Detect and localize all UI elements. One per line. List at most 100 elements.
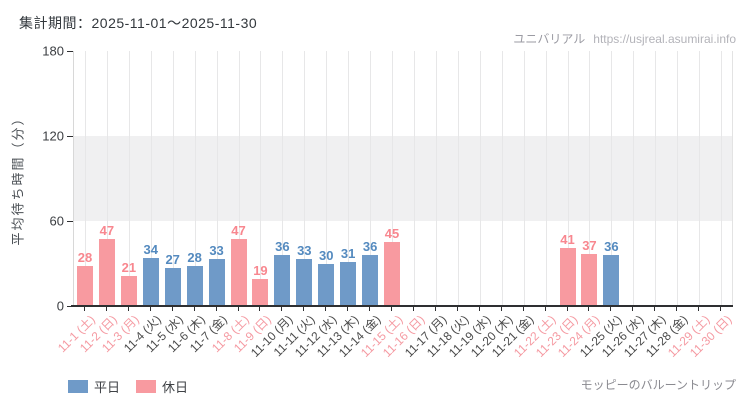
bar-value-label: 34: [143, 241, 158, 257]
gridline: [84, 51, 86, 306]
x-axis-line: [71, 305, 733, 307]
x-axis-tick: [632, 307, 634, 311]
x-axis-tick: [478, 307, 480, 311]
x-axis-tick: [566, 307, 568, 311]
y-axis-tick: [67, 221, 73, 222]
gridline: [545, 51, 547, 306]
gridline: [282, 51, 284, 306]
x-axis-tick: [412, 307, 414, 311]
bar-value-label: 45: [384, 226, 400, 242]
x-axis-tick: [456, 307, 458, 311]
bar-value-label: 30: [318, 247, 334, 263]
gridline: [655, 51, 657, 306]
y-axis-title: 平均待ち時間（分）: [10, 110, 26, 246]
gridline: [392, 51, 394, 306]
gridline: [304, 51, 306, 306]
gridline: [260, 51, 262, 306]
y-axis-tick-label: 0: [56, 298, 64, 314]
gridline: [348, 51, 350, 306]
bar-11-14[interactable]: [362, 255, 379, 306]
bar-value-label: 36: [275, 239, 290, 254]
x-axis-tick: [610, 307, 612, 311]
brand-url: https://usjreal.asumirai.info: [593, 32, 736, 46]
x-axis-tick: [171, 307, 173, 311]
bar-value-label: 47: [99, 223, 115, 239]
x-axis-tick: [83, 307, 85, 311]
attraction-name: モッピーのバルーントリップ: [580, 378, 736, 392]
legend-label-weekday: 平日: [94, 380, 121, 395]
gridline: [194, 51, 196, 306]
bar-11-10[interactable]: [274, 255, 291, 306]
x-axis-tick: [215, 307, 217, 311]
gridline: [238, 51, 240, 306]
x-axis-tick: [434, 307, 436, 311]
y-axis-tick: [67, 136, 73, 137]
x-axis-tick: [281, 307, 283, 311]
bar-value-label: 33: [209, 243, 224, 259]
bar-11-7[interactable]: [208, 259, 225, 306]
weekday-swatch-icon: [68, 380, 88, 393]
gridline: [216, 51, 218, 306]
bar-11-24[interactable]: [581, 253, 598, 306]
bar-value-label: 36: [362, 239, 378, 254]
bar-value-label: 37: [582, 237, 597, 253]
x-axis-tick: [303, 307, 305, 311]
bar-value-label: 47: [231, 223, 246, 239]
bar-11-1[interactable]: [76, 266, 93, 306]
bar-value-label: 27: [165, 251, 180, 267]
gridline: [567, 51, 569, 306]
bar-11-11[interactable]: [296, 259, 313, 306]
x-axis-tick: [237, 307, 239, 311]
bar-11-23[interactable]: [559, 247, 576, 306]
bar-value-label: 33: [297, 243, 312, 259]
period-title: 集計期間：2025-11-01～2025-11-30: [19, 15, 258, 31]
x-axis-tick: [588, 307, 590, 311]
y-band-60-120: [74, 136, 732, 221]
bar-11-13[interactable]: [340, 262, 357, 306]
x-axis-tick: [676, 307, 678, 311]
bar-11-9[interactable]: [252, 279, 269, 306]
bar-value-label: 31: [340, 246, 356, 262]
gridline: [611, 51, 613, 306]
bar-value-label: 36: [604, 239, 619, 254]
bar-value-label: 28: [187, 250, 202, 266]
gridline: [479, 51, 481, 306]
x-axis-tick: [544, 307, 546, 311]
gridline: [721, 51, 723, 306]
x-axis-tick: [149, 307, 151, 311]
y-axis-tick-label: 180: [42, 43, 64, 59]
gridline: [370, 51, 372, 306]
bar-11-8[interactable]: [230, 239, 247, 306]
bar-11-12[interactable]: [318, 263, 335, 306]
x-axis-tick: [522, 307, 524, 311]
y-axis-tick: [67, 51, 73, 52]
gridline: [457, 51, 459, 306]
bar-11-3[interactable]: [120, 276, 137, 306]
holiday-swatch-icon: [136, 380, 157, 393]
watermark: ユニバリアル https://usjreal.asumirai.info: [513, 30, 736, 47]
bar-11-25[interactable]: [603, 255, 620, 306]
gridline: [633, 51, 635, 306]
legend-item-weekday[interactable]: 平日: [68, 377, 120, 396]
y-axis-tick-label: 120: [42, 128, 64, 144]
x-axis-tick: [105, 307, 107, 311]
x-axis-tick: [259, 307, 261, 311]
bar-11-6[interactable]: [186, 266, 203, 306]
x-axis-tick: [720, 307, 722, 311]
gridline: [699, 51, 701, 306]
legend-item-holiday[interactable]: 休日: [136, 377, 188, 396]
gridline: [128, 51, 130, 306]
gridline: [172, 51, 174, 306]
x-axis-tick: [325, 307, 327, 311]
bar-11-2[interactable]: [98, 239, 115, 306]
gridline: [326, 51, 328, 306]
bar-11-4[interactable]: [142, 257, 159, 306]
legend: 平日 休日: [68, 377, 188, 396]
bar-11-15[interactable]: [384, 242, 401, 306]
x-axis-tick: [698, 307, 700, 311]
x-axis-tick: [391, 307, 393, 311]
x-axis-tick: [369, 307, 371, 311]
bar-11-5[interactable]: [164, 267, 181, 306]
x-axis-tick: [654, 307, 656, 311]
plot-area: 28 47 21 34 27 28 33 47 19 36 33 30 31 36 45 41 37 36: [73, 51, 733, 306]
